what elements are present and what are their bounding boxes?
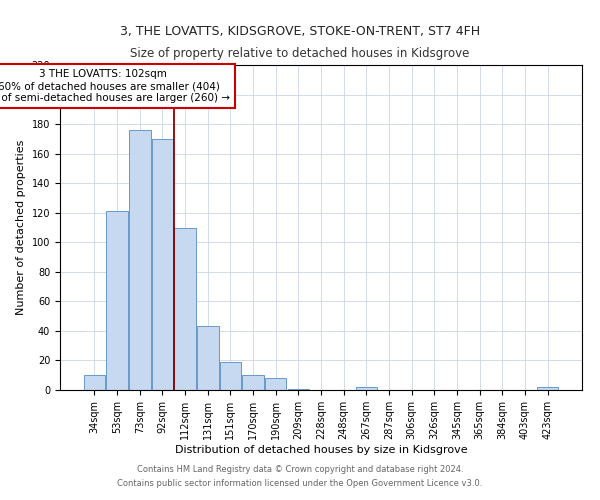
Text: Contains HM Land Registry data © Crown copyright and database right 2024.
Contai: Contains HM Land Registry data © Crown c… xyxy=(118,466,482,487)
Bar xyxy=(242,375,264,390)
Bar xyxy=(106,211,128,390)
Bar xyxy=(175,228,196,390)
Bar xyxy=(537,387,558,390)
Text: 3, THE LOVATTS, KIDSGROVE, STOKE-ON-TRENT, ST7 4FH: 3, THE LOVATTS, KIDSGROVE, STOKE-ON-TREN… xyxy=(120,25,480,38)
Y-axis label: Number of detached properties: Number of detached properties xyxy=(16,140,26,315)
Text: Size of property relative to detached houses in Kidsgrove: Size of property relative to detached ho… xyxy=(130,48,470,60)
X-axis label: Distribution of detached houses by size in Kidsgrove: Distribution of detached houses by size … xyxy=(175,444,467,454)
Bar xyxy=(265,378,286,390)
Bar xyxy=(220,362,241,390)
Text: 3 THE LOVATTS: 102sqm
← 60% of detached houses are smaller (404)
39% of semi-det: 3 THE LOVATTS: 102sqm ← 60% of detached … xyxy=(0,70,230,102)
Bar xyxy=(287,388,309,390)
Bar xyxy=(152,139,173,390)
Bar xyxy=(84,375,105,390)
Bar xyxy=(197,326,218,390)
Bar xyxy=(356,387,377,390)
Bar xyxy=(129,130,151,390)
